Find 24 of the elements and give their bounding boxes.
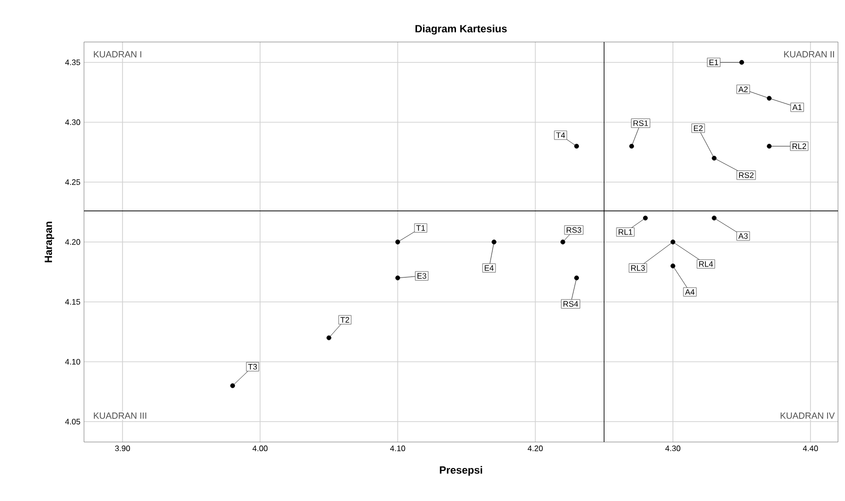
chart-title: Diagram Kartesius: [415, 24, 507, 34]
x-axis-title: Presepsi: [440, 466, 482, 476]
point: [642, 216, 648, 220]
point: [670, 240, 676, 244]
annotation: KUADRAN I: [94, 51, 142, 58]
point: [326, 335, 332, 340]
annotation: KUADRAN II: [784, 51, 834, 58]
point: [712, 156, 717, 161]
point: [492, 240, 496, 244]
point: [574, 276, 579, 280]
annotation: KUADRAN III: [94, 412, 146, 419]
point: [712, 216, 717, 220]
point: [670, 264, 676, 268]
point: [766, 96, 772, 101]
y-axis-title: Harapan: [44, 222, 54, 262]
point: [739, 60, 744, 65]
point: [574, 144, 579, 149]
point: [230, 383, 235, 388]
point: [395, 240, 400, 244]
point: [766, 144, 772, 149]
annotation: KUADRAN IV: [780, 412, 835, 419]
point: [629, 144, 634, 149]
point: [560, 240, 566, 244]
point: [395, 276, 400, 280]
